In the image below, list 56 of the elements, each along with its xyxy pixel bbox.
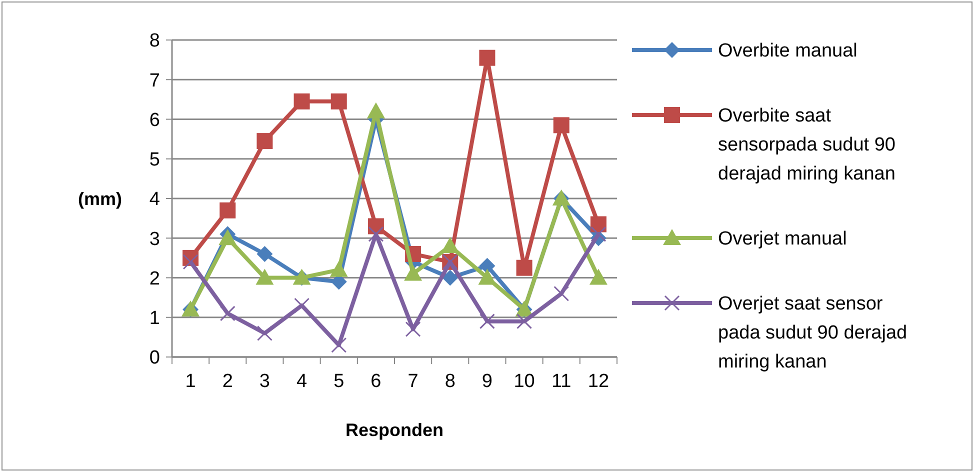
point [366,102,385,118]
point [590,216,606,232]
point [256,133,273,150]
point [331,337,347,353]
y-tick-label: 5 [149,150,160,171]
y-tick-label: 6 [149,110,160,131]
point [516,260,532,276]
point [479,258,496,274]
legend-label: Overbite saat sensorpada sudut 90 derajad miring kanan [718,106,896,185]
y-tick-label: 4 [149,189,160,210]
point [554,286,570,302]
point [479,50,496,66]
x-tick-label: 1 [185,371,196,392]
point [479,314,495,330]
y-axis-title: (mm) [78,188,122,209]
x-tick-label: 12 [588,371,610,392]
x-tick-label: 11 [552,371,572,392]
point [294,93,310,110]
point [220,306,236,322]
point [516,314,532,330]
y-tick-label: 8 [149,30,160,52]
legend-label: Overbite manual [718,40,858,62]
point [330,93,347,110]
x-tick-label: 7 [408,371,418,392]
point [368,226,384,242]
point [256,246,273,262]
x-tick-label: 2 [222,371,233,392]
y-tick-label: 7 [149,70,160,92]
y-tick-label: 2 [149,268,160,290]
point [405,322,421,338]
point [478,268,496,285]
point [553,117,570,134]
x-tick-label: 6 [370,371,382,392]
x-tick-label: 5 [334,371,344,392]
x-tick-label: 3 [259,371,270,392]
y-tick-label: 1 [149,308,160,330]
legend-label: Overjet manual [718,228,847,250]
point [220,202,236,218]
point [404,264,422,281]
x-axis-title: Responden [345,420,444,440]
point [218,229,237,246]
x-tick-label: 4 [296,371,308,392]
point [590,226,606,242]
point [294,298,310,314]
x-tick-label: 9 [482,371,492,392]
point [256,268,274,285]
y-tick-label: 0 [149,348,160,369]
point [330,260,348,277]
point [256,325,272,341]
legend-label: Overjet saat sensor pada sudut 90 derajad miring kanan [718,294,908,373]
point [589,268,608,285]
x-tick-label: 10 [514,371,535,392]
x-tick-label: 8 [444,371,456,392]
point [182,254,198,270]
y-tick-label: 3 [149,228,160,250]
point [442,270,458,286]
